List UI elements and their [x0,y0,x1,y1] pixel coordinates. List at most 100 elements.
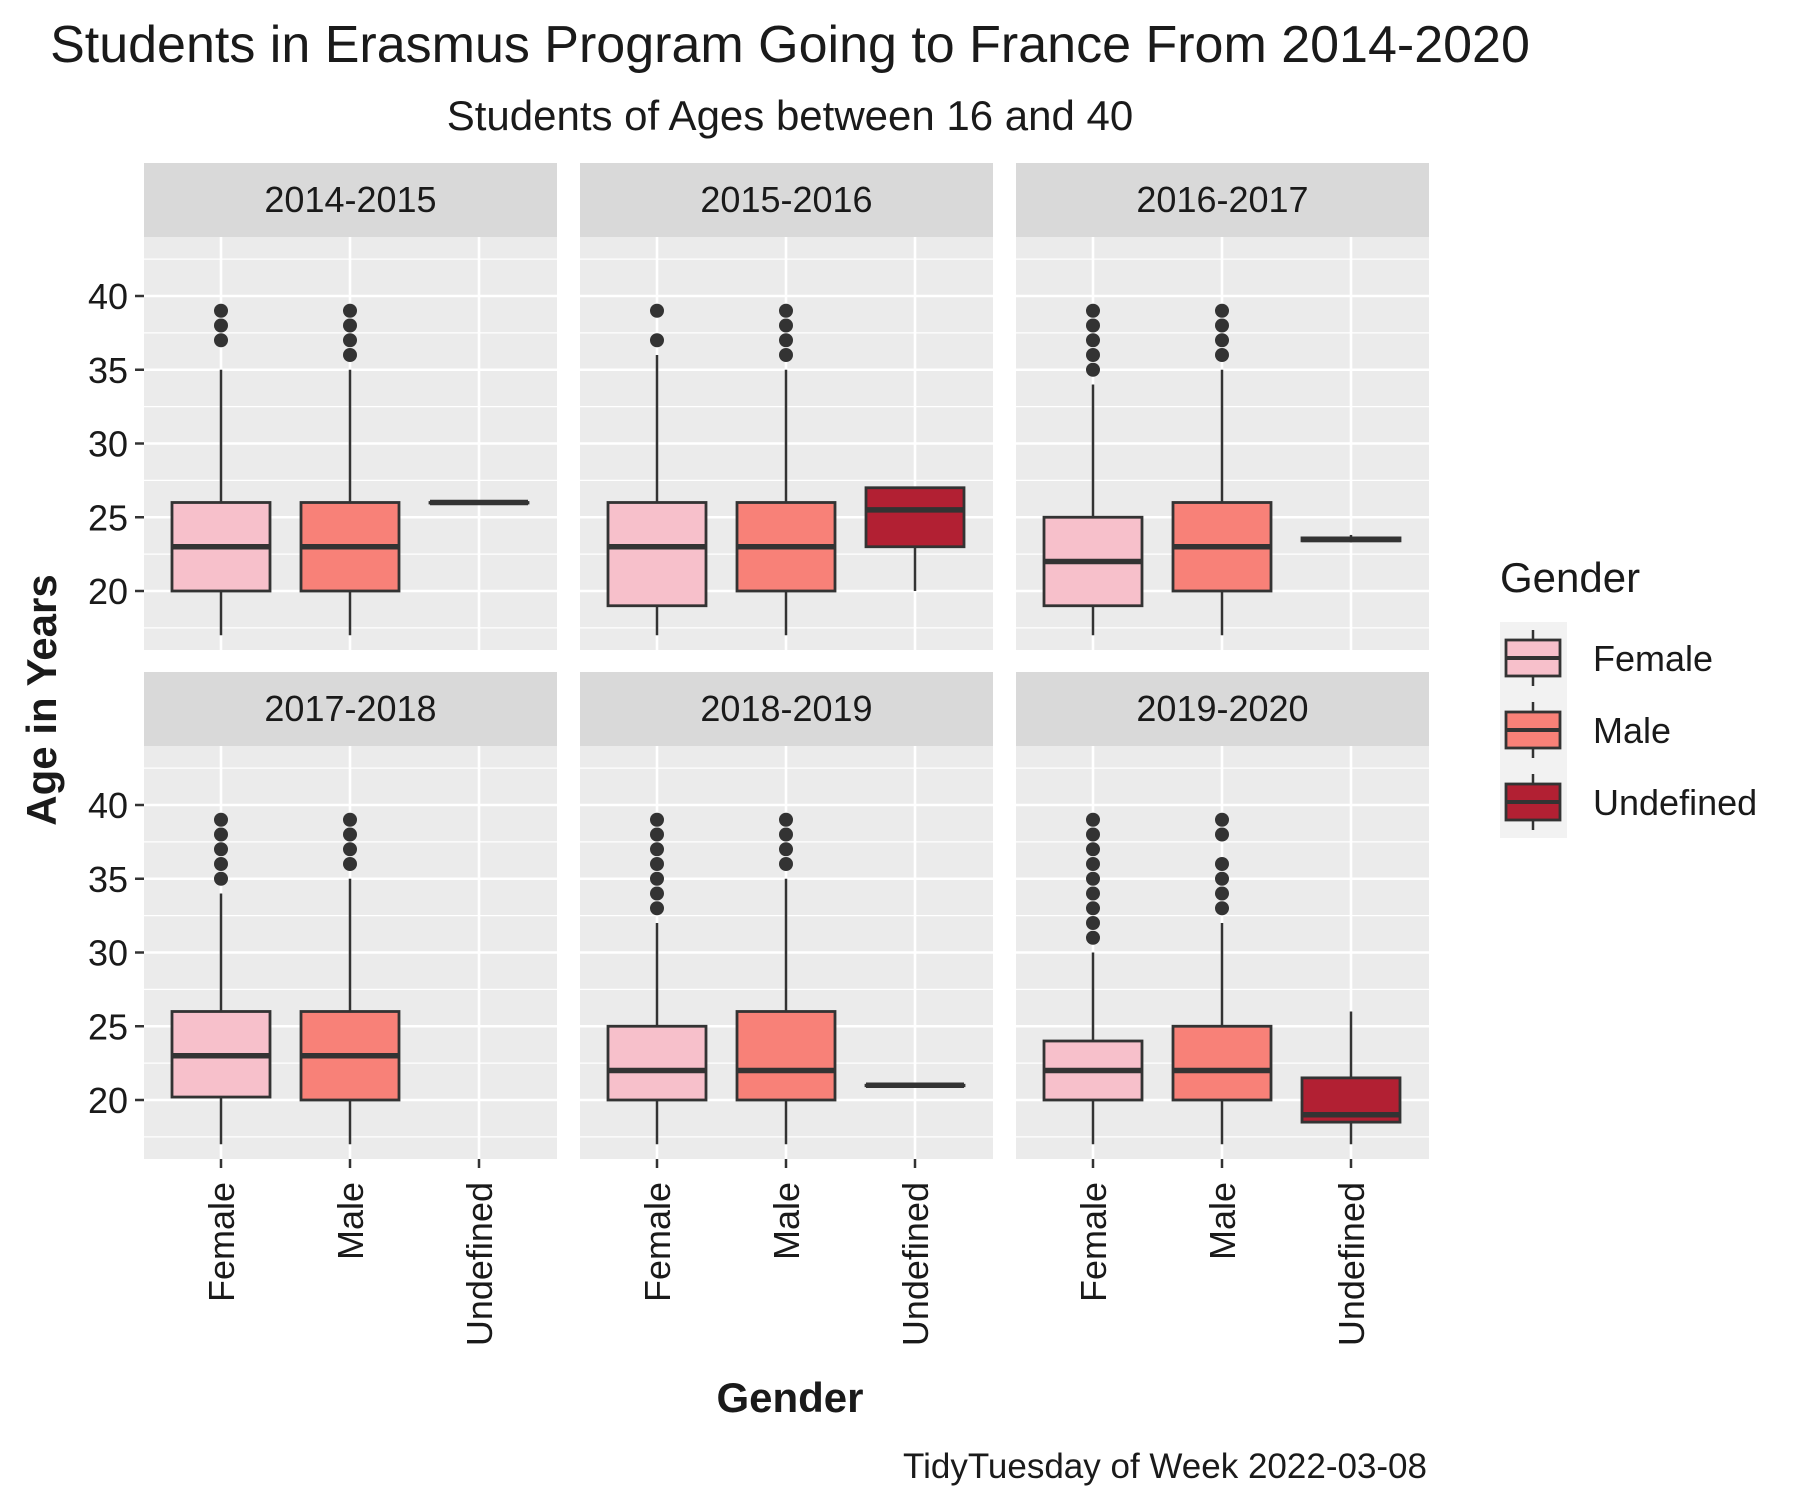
facet-strip [580,163,993,237]
outlier-point [779,812,793,827]
outlier-point [343,333,357,348]
legend-title: Gender [1500,554,1640,601]
x-tick-label: Male [766,1182,807,1260]
legend-label: Female [1593,638,1713,679]
legend-label: Undefined [1593,782,1757,823]
facet-panel: 2015-2016 [580,163,993,650]
box-male [299,812,401,1145]
outlier-point [1215,333,1229,348]
outlier-point [1215,901,1229,916]
y-tick-label: 35 [88,859,128,900]
outlier-point [1086,916,1100,930]
facet-panel: 2014-2015 20 25 30 35 40 [88,163,557,650]
outlier-point [1086,303,1100,318]
y-axis-title: Age in Years [18,574,65,825]
y-tick-label: 30 [88,933,128,974]
x-tick-label: Undefined [1331,1182,1372,1346]
outlier-point [650,871,664,886]
outlier-point [650,812,664,827]
outlier-point [650,827,664,842]
box-body [1171,1024,1273,1102]
outlier-point [650,333,664,348]
facet-strip [580,672,993,746]
facet-strip [1016,672,1429,746]
outlier-point [1086,930,1100,945]
outlier-point [1086,857,1100,871]
box-undefined [428,499,530,506]
box-undefined [1300,534,1402,543]
outlier-point [650,842,664,857]
outlier-point [1215,857,1229,871]
outlier-point [650,901,664,916]
box-undefined [1300,1011,1402,1145]
box-body [864,486,966,549]
x-axis-title: Gender [716,1374,863,1421]
facet-strip-label: 2016-2017 [1136,179,1308,220]
outlier-point [1086,842,1100,857]
legend-key-female: Female [1504,630,1713,686]
facet-strip [1016,163,1429,237]
outlier-point [650,303,664,318]
y-tick-label: 25 [88,1006,128,1047]
x-tick-label: Female [1073,1182,1114,1302]
outlier-point [1215,827,1229,842]
x-tick-label: Undefined [459,1182,500,1346]
legend: Gender Female Male Undefined [1500,554,1757,838]
y-tick-label: 25 [88,497,128,538]
outlier-point [343,318,357,333]
outlier-point [1215,318,1229,333]
x-tick-label: Female [637,1182,678,1302]
box-male [299,303,401,636]
facet-panel: 2019-2020 Female Male Undefined [1016,672,1429,1346]
box-undefined [864,486,966,591]
outlier-point [779,333,793,348]
outlier-point [343,827,357,842]
chart-title: Students in Erasmus Program Going to Fra… [50,16,1530,74]
legend-key-male: Male [1504,702,1671,758]
facet-strip-label: 2018-2019 [700,688,872,729]
outlier-point [214,827,228,842]
facet-panel: 2017-2018 20 25 30 35 40 Female Male Undefined [88,672,557,1346]
box-male [735,303,837,636]
facet-strip-label: 2015-2016 [700,179,872,220]
facet-panel: 2016-2017 [1016,163,1429,650]
outlier-point [1086,348,1100,362]
outlier-point [779,827,793,842]
facet-strip-label: 2019-2020 [1136,688,1308,729]
facet-strip [144,672,557,746]
outlier-point [214,303,228,318]
facet-strip [144,163,557,237]
outlier-point [1086,333,1100,348]
outlier-point [1215,303,1229,318]
y-tick-label: 40 [88,276,128,317]
box-body [606,1024,708,1102]
outlier-point [650,886,664,901]
outlier-point [779,348,793,362]
outlier-point [343,857,357,871]
box-female [606,812,708,1145]
outlier-point [1215,348,1229,362]
outlier-point [343,348,357,362]
facet-panels: 2014-2015 20 25 30 35 40 2015-2016 2016-2017 201… [88,163,1429,1346]
outlier-point [1086,827,1100,842]
box-male [1171,303,1273,636]
facet-panel: 2018-2019 Female Male Undefined [580,672,993,1346]
chart-subtitle: Students of Ages between 16 and 40 [447,92,1134,139]
outlier-point [779,857,793,871]
outlier-point [779,318,793,333]
box-body [606,501,708,608]
box-female [606,303,708,636]
box-female [1042,812,1144,1145]
outlier-point [1086,812,1100,827]
y-tick-label: 35 [88,350,128,391]
outlier-point [650,857,664,871]
box-female [1042,303,1144,636]
outlier-point [343,812,357,827]
facet-strip-label: 2017-2018 [264,688,436,729]
y-tick-label: 40 [88,785,128,826]
y-tick-label: 20 [88,571,128,612]
legend-key-undefined: Undefined [1504,774,1757,830]
outlier-point [779,303,793,318]
box-male [735,812,837,1145]
